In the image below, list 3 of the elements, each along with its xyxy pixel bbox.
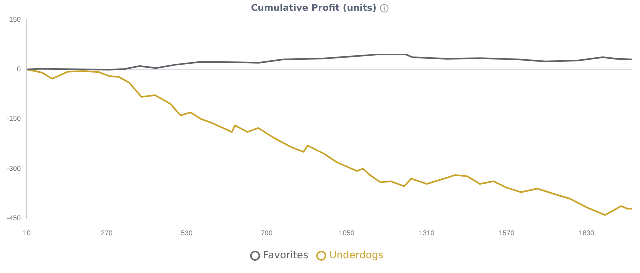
chart-title: Cumulative Profit (units)	[251, 4, 377, 14]
legend-label: Favorites	[263, 250, 309, 262]
legend-label: Underdogs	[330, 250, 384, 262]
